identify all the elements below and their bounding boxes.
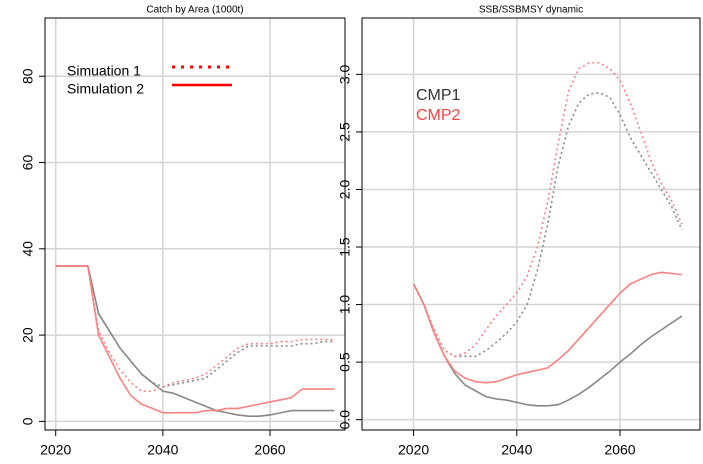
legend-label: Simuation 1	[67, 63, 141, 79]
plot-frame	[361, 17, 701, 431]
x-tick-label: 2020	[40, 442, 71, 458]
y-tick-label: 2.0	[337, 180, 353, 200]
y-tick-label: 1.0	[337, 295, 353, 315]
plot-frame	[44, 17, 346, 431]
y-tick-label: 3.0	[337, 64, 353, 84]
y-tick-label: 60	[20, 155, 36, 171]
series-line	[55, 265, 335, 417]
series-line	[55, 265, 335, 414]
y-tick-label: 0.5	[337, 352, 353, 372]
legend-label: CMP1	[416, 87, 461, 104]
series-line	[412, 271, 683, 384]
y-tick-label: 1.5	[337, 237, 353, 257]
x-tick-label: 2060	[604, 442, 635, 458]
x-tick-label: 2040	[501, 442, 532, 458]
y-tick-label: 0	[20, 417, 36, 425]
y-tick-label: 0.0	[337, 410, 353, 430]
chart-title: SSB/SSBMSY dynamic	[479, 5, 583, 16]
x-tick-label: 2040	[147, 442, 178, 458]
series-line	[412, 62, 683, 358]
y-tick-label: 80	[20, 68, 36, 84]
y-tick-label: 20	[20, 327, 36, 343]
legend-label: CMP2	[416, 107, 461, 124]
series-line	[412, 283, 683, 407]
x-tick-label: 2020	[398, 442, 429, 458]
series-line	[55, 265, 335, 392]
y-tick-label: 2.5	[337, 122, 353, 142]
y-tick-label: 40	[20, 241, 36, 257]
legend-label: Simulation 2	[67, 81, 144, 97]
x-tick-label: 2060	[254, 442, 285, 458]
chart-title: Catch by Area (1000t)	[146, 5, 243, 16]
